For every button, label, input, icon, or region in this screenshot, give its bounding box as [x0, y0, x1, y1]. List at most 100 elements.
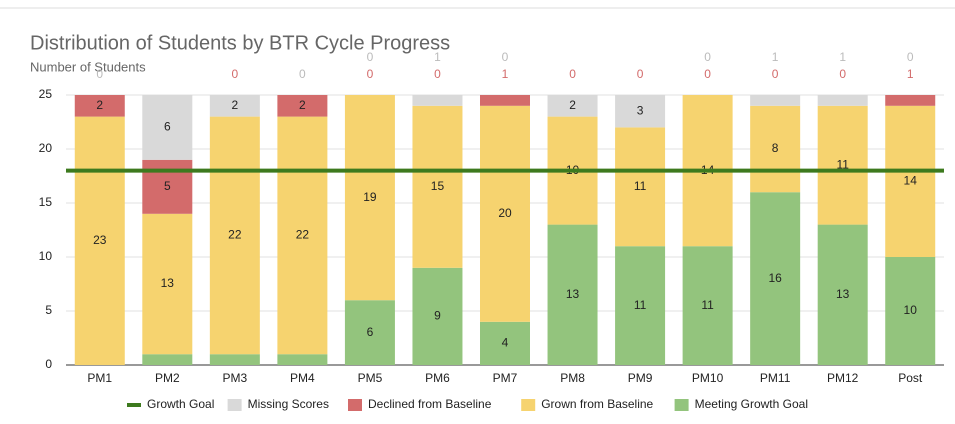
data-label: 14	[904, 174, 918, 188]
legend-label: Meeting Growth Goal	[695, 397, 808, 411]
legend-label: Declined from Baseline	[368, 397, 492, 411]
legend-swatch	[674, 399, 689, 411]
bar-segment	[344, 300, 395, 365]
y-tick-label: 25	[39, 87, 53, 101]
legend-label: Growth Goal	[147, 397, 214, 411]
data-label: 0	[839, 67, 846, 81]
data-label: 10	[904, 303, 918, 317]
bar-segment	[277, 354, 328, 365]
bar-segment	[277, 116, 328, 355]
data-label: 5	[164, 179, 171, 193]
bar-segment	[817, 224, 868, 365]
data-label: 1	[907, 67, 914, 81]
data-label: 3	[637, 103, 644, 117]
data-label: 0	[907, 50, 914, 64]
data-label: 11	[634, 298, 647, 312]
data-label: 6	[367, 325, 374, 339]
data-label: 0	[434, 67, 441, 81]
data-label: 0	[772, 67, 779, 81]
x-tick-label: PM1	[87, 371, 112, 385]
bar-segment	[547, 224, 598, 365]
bar-segment	[74, 116, 125, 365]
y-tick-label: 10	[39, 249, 53, 263]
bar-segment	[885, 257, 936, 365]
data-label: 22	[228, 228, 242, 242]
data-label: 6	[164, 120, 171, 134]
bar-segment	[74, 95, 125, 117]
bar-segment	[412, 105, 463, 268]
x-tick-label: PM12	[827, 371, 859, 385]
y-tick-label: 0	[45, 357, 52, 371]
data-label: 22	[296, 228, 310, 242]
bar-segment	[615, 127, 666, 247]
data-label: 2	[299, 98, 306, 112]
bar-segment	[615, 246, 666, 365]
y-tick-label: 15	[39, 195, 53, 209]
data-label: 4	[502, 336, 509, 350]
data-label: 13	[566, 287, 580, 301]
x-tick-label: PM10	[692, 371, 724, 385]
data-label: 0	[704, 67, 711, 81]
data-label: 0	[502, 50, 509, 64]
data-label: 11	[836, 157, 849, 171]
bar-segment	[750, 192, 801, 365]
bar-segment	[480, 321, 530, 365]
data-label: 19	[363, 190, 377, 204]
x-tick-label: PM4	[290, 371, 315, 385]
data-label: 0	[569, 67, 576, 81]
x-tick-label: PM9	[628, 371, 653, 385]
data-label: 0	[299, 67, 306, 81]
bar-segment	[750, 105, 801, 193]
bar-segment	[209, 116, 260, 355]
data-label: 16	[768, 271, 782, 285]
bar-segment	[142, 95, 193, 160]
bar-segment	[142, 354, 193, 365]
x-tick-label: Post	[898, 371, 923, 385]
bar-segment	[682, 246, 733, 365]
y-tick-label: 5	[45, 303, 52, 317]
data-label: 9	[434, 309, 441, 323]
x-tick-label: PM3	[223, 371, 248, 385]
y-tick-label: 20	[39, 141, 53, 155]
x-tick-label: PM5	[358, 371, 383, 385]
legend-swatch	[521, 399, 536, 411]
data-label: 1	[772, 50, 779, 64]
data-label: 0	[704, 50, 711, 64]
bar-segment	[142, 213, 193, 355]
x-tick-label: PM8	[560, 371, 585, 385]
bar-segment	[750, 95, 801, 106]
chart-title: Distribution of Students by BTR Cycle Pr…	[30, 32, 450, 54]
y-axis-label: Number of Students	[30, 59, 146, 74]
legend-label: Missing Scores	[248, 397, 329, 411]
bar-segment	[412, 95, 463, 106]
data-label: 13	[161, 276, 175, 290]
data-label: 0	[96, 67, 103, 81]
data-label: 2	[232, 98, 239, 112]
data-label: 11	[634, 179, 647, 193]
data-label: 8	[772, 141, 779, 155]
data-label: 1	[434, 50, 441, 64]
data-label: 2	[569, 98, 576, 112]
data-label: 13	[836, 287, 850, 301]
data-label: 11	[701, 298, 714, 312]
data-label: 0	[232, 67, 239, 81]
x-tick-label: PM11	[760, 371, 791, 385]
x-tick-label: PM6	[425, 371, 450, 385]
data-label: 1	[839, 50, 846, 64]
bar-segment	[209, 95, 260, 117]
bar-segment	[817, 95, 868, 106]
data-label: 0	[637, 67, 644, 81]
bar-segment	[885, 105, 936, 257]
bar-segment	[615, 95, 666, 128]
data-label: 20	[498, 206, 512, 220]
data-label: 15	[431, 179, 445, 193]
bar-segment	[817, 105, 868, 225]
legend-label: Grown from Baseline	[541, 397, 653, 411]
x-tick-label: PM2	[155, 371, 180, 385]
bar-segment	[209, 354, 260, 365]
data-label: 0	[367, 50, 374, 64]
bar-segment	[412, 267, 463, 365]
data-label: 2	[96, 98, 103, 112]
bar-segment	[277, 95, 328, 117]
